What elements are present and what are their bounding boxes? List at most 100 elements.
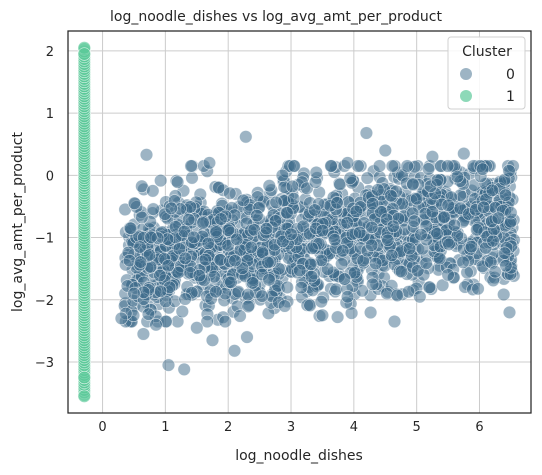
series-0-point — [239, 130, 253, 144]
series-0-point — [190, 321, 204, 335]
series-0-point — [241, 299, 255, 314]
plot-frame — [67, 30, 532, 414]
series-0-point — [241, 288, 255, 302]
series-0-point — [414, 228, 428, 242]
series-0-point — [240, 330, 254, 344]
series-0-point — [488, 265, 502, 279]
series-0-point — [285, 179, 300, 193]
series-0-point — [335, 257, 349, 271]
series-0-point — [146, 202, 160, 216]
series-0-point — [442, 237, 456, 251]
x-axis-ticks: 0 1 2 3 4 5 6 — [98, 420, 483, 435]
x-axis-label: log_noodle_dishes — [235, 448, 363, 464]
series-0-point — [214, 212, 228, 226]
series-0-point — [209, 285, 223, 299]
series-0-point — [149, 318, 163, 332]
legend-marker-1 — [460, 90, 472, 102]
series-0-point — [211, 181, 226, 195]
series-0-point — [153, 268, 167, 283]
series-1-points — [77, 41, 91, 403]
series-0-point — [154, 174, 168, 188]
series-0-point — [255, 289, 269, 303]
series-0-point — [348, 266, 362, 280]
series-0-point — [413, 290, 427, 304]
series-0-point — [337, 272, 352, 286]
series-1-point — [77, 47, 91, 61]
series-0-point — [477, 200, 491, 214]
series-0-point — [422, 280, 437, 294]
series-0-point — [135, 210, 149, 224]
series-0-point — [386, 219, 400, 233]
series-0-point — [293, 263, 307, 278]
series-0-point — [294, 281, 309, 295]
series-0-point — [436, 278, 450, 292]
series-0-point — [114, 311, 128, 326]
series-0-point — [499, 188, 513, 202]
series-0-point — [360, 171, 374, 185]
series-0-point — [470, 223, 484, 237]
series-0-point — [185, 171, 199, 185]
series-0-point — [365, 238, 379, 252]
series-0-point — [353, 225, 367, 240]
y-tick-label: 1 — [46, 107, 54, 122]
series-0-point — [336, 244, 350, 258]
series-0-point — [341, 156, 355, 170]
series-0-point — [284, 227, 298, 241]
series-0-point — [218, 314, 232, 329]
series-0-point — [366, 277, 380, 291]
legend-label-1: 1 — [506, 89, 515, 105]
series-0-point — [402, 242, 417, 256]
series-0-point — [200, 314, 214, 329]
series-0-point — [244, 240, 258, 254]
series-0-point — [127, 196, 141, 210]
series-0-point — [433, 251, 447, 266]
series-0-point — [369, 256, 383, 271]
series-0-point — [502, 305, 517, 320]
series-0-point — [202, 156, 216, 170]
series-0-point — [345, 306, 359, 320]
y-tick-label: −2 — [35, 294, 54, 309]
y-tick-label: 0 — [46, 169, 54, 184]
series-0-point — [491, 211, 505, 225]
series-0-point — [161, 358, 176, 372]
series-0-point — [144, 230, 158, 244]
series-0-point — [224, 275, 238, 289]
series-0-point — [401, 285, 416, 299]
series-0-point — [304, 257, 318, 272]
series-0-point — [164, 201, 178, 215]
y-tick-label: −3 — [35, 356, 54, 371]
series-0-point — [228, 254, 242, 268]
series-0-point — [269, 195, 283, 209]
series-0-point — [303, 298, 317, 313]
legend-marker-0 — [460, 68, 472, 80]
series-0-point — [262, 179, 276, 193]
series-0-point — [308, 203, 322, 217]
x-tick-label: 4 — [350, 420, 358, 435]
series-0-point — [407, 214, 421, 228]
series-0-point — [425, 205, 439, 219]
series-0-point — [192, 269, 206, 283]
series-0-point — [485, 183, 500, 197]
x-tick-label: 0 — [98, 420, 106, 435]
series-0-point — [124, 221, 138, 235]
series-0-point — [198, 253, 212, 267]
x-tick-label: 5 — [413, 420, 421, 435]
series-0-point — [476, 162, 490, 176]
series-0-point — [390, 288, 404, 303]
series-0-point — [456, 255, 470, 269]
series-0-point — [387, 314, 402, 329]
legend-label-0: 0 — [506, 67, 515, 83]
series-0-point — [330, 196, 344, 210]
series-0-point — [410, 192, 424, 206]
series-0-point — [261, 255, 275, 270]
series-0-point — [146, 184, 160, 198]
series-0-point — [365, 220, 379, 234]
series-0-point — [349, 204, 363, 218]
series-0-point — [309, 165, 323, 180]
series-0-point — [441, 198, 455, 212]
series-0-point — [175, 304, 189, 319]
series-0-point — [201, 236, 215, 250]
series-0-point — [227, 344, 242, 358]
series-0-point — [178, 292, 192, 306]
